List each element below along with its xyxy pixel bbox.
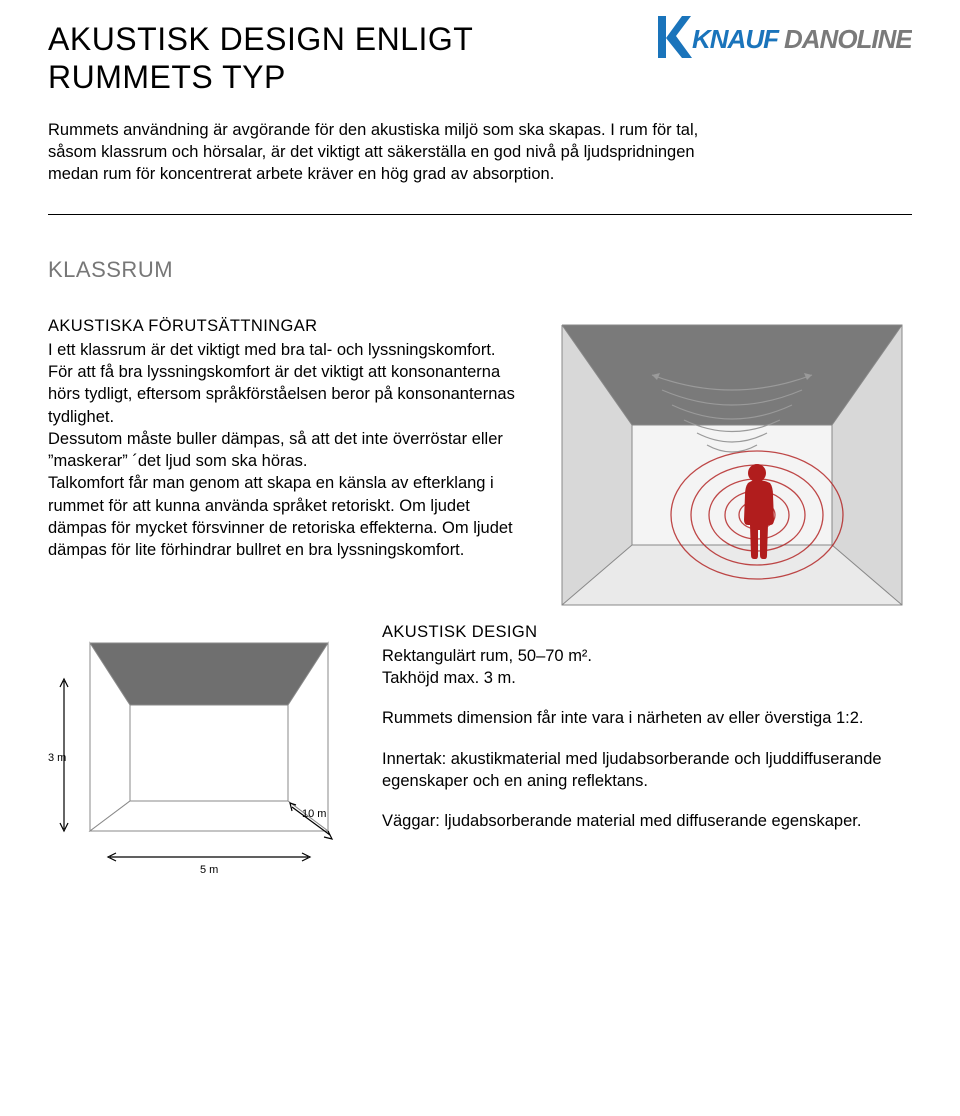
- intro-paragraph: Rummets användning är avgörande för den …: [48, 119, 748, 186]
- design-para1: Rummets dimension får inte vara i närhet…: [382, 707, 912, 729]
- acoustic-room-figure: [552, 315, 912, 615]
- room-dimensions-figure: 3 m: [48, 621, 358, 886]
- logo-text-danoline: DANOLINE: [784, 24, 912, 54]
- design-line2: Takhöjd max. 3 m.: [382, 667, 912, 689]
- dim-width-label: 5 m: [200, 864, 218, 876]
- section-title: KLASSRUM: [48, 257, 912, 283]
- page-title-line2: RUMMETS TYP: [48, 58, 473, 96]
- page-title-line1: AKUSTISK DESIGN ENLIGT: [48, 20, 473, 58]
- brand-logo: KNAUF DANOLINE: [652, 14, 912, 65]
- design-para3: Väggar: ljudabsorberande material med di…: [382, 810, 912, 832]
- design-para2: Innertak: akustikmaterial med ljudabsorb…: [382, 748, 912, 793]
- design-heading: AKUSTISK DESIGN: [382, 621, 912, 643]
- prereq-body: I ett klassrum är det viktigt med bra ta…: [48, 339, 528, 562]
- dim-depth-label: 10 m: [302, 808, 326, 820]
- section-divider: [48, 214, 912, 215]
- design-line1: Rektangulärt rum, 50–70 m².: [382, 645, 912, 667]
- prereq-heading: AKUSTISKA FÖRUTSÄTTNINGAR: [48, 315, 528, 337]
- dim-height-label: 3 m: [48, 752, 66, 764]
- logo-text-knauf: KNAUF: [692, 24, 780, 54]
